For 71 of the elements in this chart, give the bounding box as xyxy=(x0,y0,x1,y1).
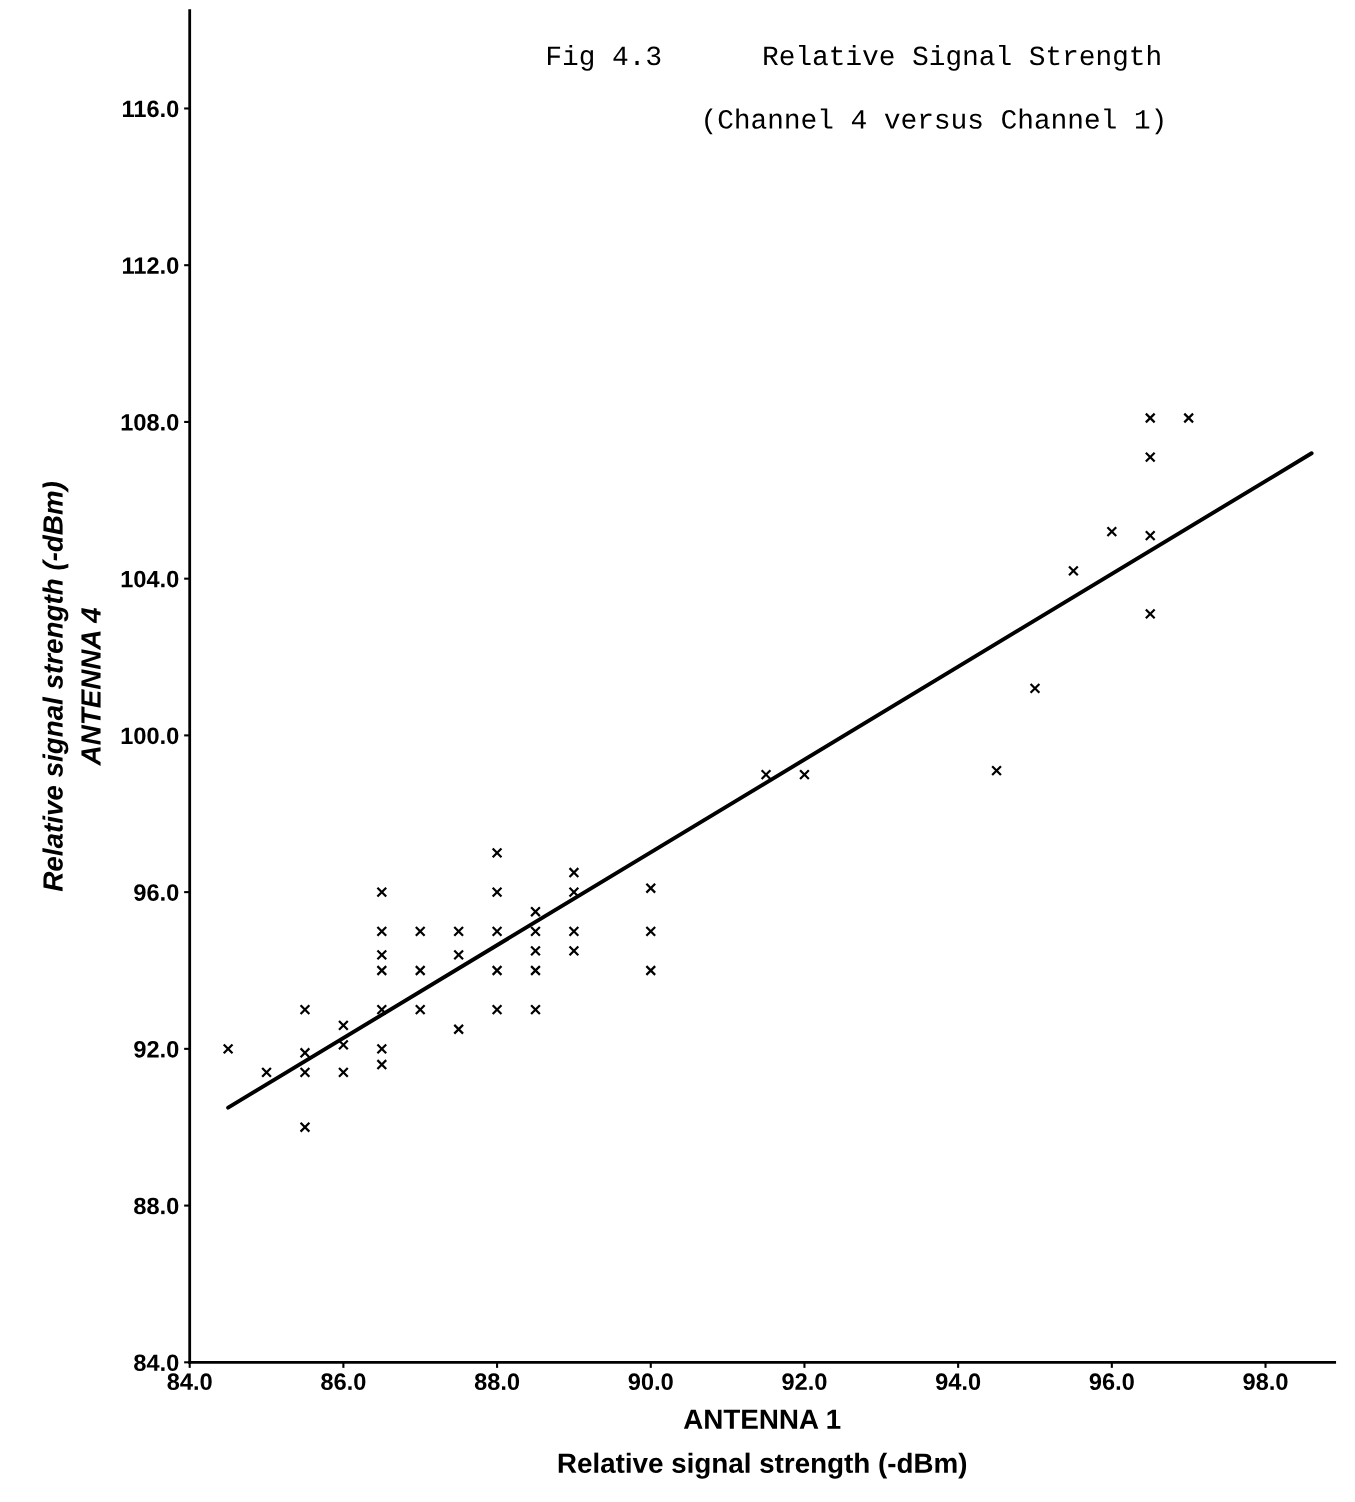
x-axis-title: ANTENNA 1 Relative signal strength (-dBm) xyxy=(558,1409,967,1479)
point xyxy=(530,945,541,957)
point xyxy=(376,1004,388,1016)
point xyxy=(1183,412,1195,424)
point xyxy=(414,925,426,937)
point xyxy=(530,906,541,918)
point xyxy=(414,964,426,976)
point xyxy=(1144,608,1156,620)
x-tick-label: 90.0 xyxy=(628,1373,673,1391)
point xyxy=(376,964,388,976)
point xyxy=(337,1019,349,1031)
point xyxy=(376,949,388,961)
x-tick-label: 84.0 xyxy=(167,1373,212,1391)
point xyxy=(568,867,580,879)
point xyxy=(491,925,503,937)
point xyxy=(1144,451,1156,463)
point xyxy=(1106,526,1118,538)
text: Fig 4.3 Relative Signal Strength xyxy=(548,44,1160,71)
point xyxy=(453,1023,465,1035)
y-tick-label: 84.0 xyxy=(134,1354,179,1372)
point xyxy=(299,1004,311,1016)
point xyxy=(530,925,541,937)
point xyxy=(491,964,503,976)
point xyxy=(568,886,580,898)
point xyxy=(453,949,465,961)
point xyxy=(376,1059,388,1071)
point xyxy=(1144,412,1156,424)
point xyxy=(568,945,580,957)
point xyxy=(645,882,657,894)
point xyxy=(1029,682,1041,694)
point xyxy=(376,1043,388,1055)
y-tick-label: 116.0 xyxy=(122,100,179,118)
y-tick-label: 104.0 xyxy=(121,570,179,588)
point xyxy=(491,847,503,859)
y-tick-label: 96.0 xyxy=(134,884,179,901)
x-tick-label: 92.0 xyxy=(782,1373,827,1391)
y-tick-label: 88.0 xyxy=(134,1197,179,1215)
point xyxy=(760,769,772,781)
point xyxy=(337,1066,349,1078)
point xyxy=(568,925,580,937)
point xyxy=(1144,530,1156,542)
point xyxy=(1067,565,1079,577)
point xyxy=(299,1121,311,1133)
x-tick-label: 96.0 xyxy=(1089,1373,1134,1391)
point xyxy=(261,1066,273,1078)
x-tick-label: 98.0 xyxy=(1243,1373,1288,1391)
x-tick-label: 94.0 xyxy=(935,1373,981,1391)
point xyxy=(530,964,541,976)
y-tick-label: 112.0 xyxy=(122,257,179,274)
point xyxy=(530,1004,541,1016)
point xyxy=(453,925,465,937)
x-tick-label: 88.0 xyxy=(474,1373,520,1391)
point xyxy=(376,925,388,937)
point xyxy=(414,1004,426,1016)
point xyxy=(991,765,1003,777)
y-tick-label: 100.0 xyxy=(121,727,179,745)
point xyxy=(299,1066,311,1078)
point xyxy=(645,925,657,937)
point xyxy=(798,769,810,781)
y-axis-title: Relative signal strength (-dBm) ANTENNA 4 xyxy=(42,481,101,892)
y-tick-label: 108.0 xyxy=(121,414,179,431)
y-tick-label: 92.0 xyxy=(134,1040,179,1058)
point xyxy=(222,1043,234,1055)
point xyxy=(299,1047,311,1059)
point xyxy=(491,886,503,898)
text: (Channel 4 versus Channel 1) xyxy=(705,108,1163,135)
x-tick-label: 86.0 xyxy=(321,1373,366,1391)
point xyxy=(337,1039,349,1051)
point xyxy=(645,964,657,976)
point xyxy=(376,886,388,898)
point xyxy=(491,1004,503,1016)
